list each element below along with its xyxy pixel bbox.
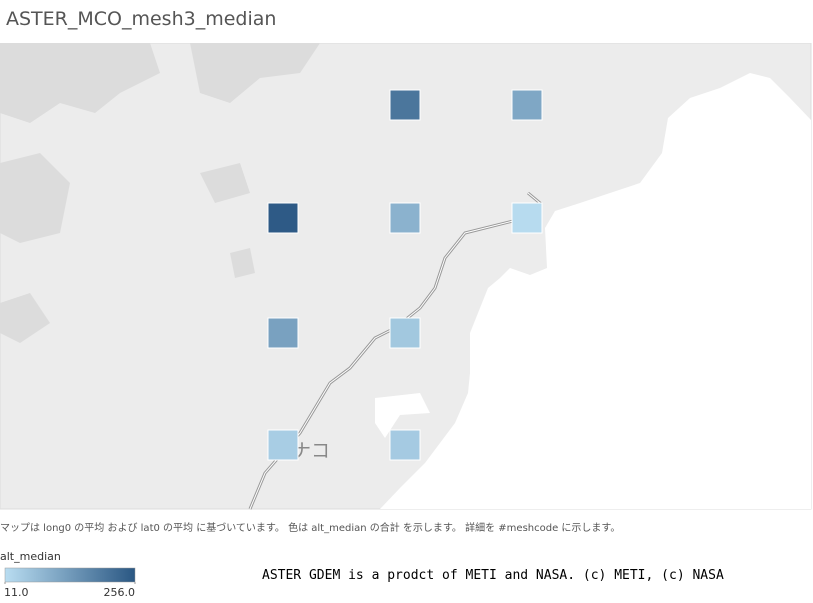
mesh-cell — [389, 429, 421, 461]
land-shading — [0, 43, 320, 343]
legend-ticks: 11.0 256.0 — [4, 582, 136, 599]
harbor — [375, 393, 430, 438]
mesh-cell — [389, 202, 421, 234]
map[interactable]: ナコ — [0, 43, 812, 510]
caption: マップは long0 の平均 および lat0 の平均 に基づいています。 色は… — [0, 523, 621, 534]
legend-max-label: 256.0 — [104, 586, 136, 599]
mesh-cell — [389, 317, 421, 349]
mesh-cell — [267, 317, 299, 349]
mesh-cell — [511, 202, 543, 234]
legend-gradient — [4, 567, 136, 583]
mesh-cell — [389, 89, 421, 121]
attribution: ASTER GDEM is a prodct of METI and NASA.… — [262, 568, 724, 583]
legend-title: alt_median — [0, 550, 61, 563]
mesh-cells — [267, 89, 543, 461]
mesh-cell — [267, 429, 299, 461]
sea — [380, 73, 811, 509]
mesh-cell — [511, 89, 543, 121]
mesh-cell — [267, 202, 299, 234]
sheet-title: ASTER_MCO_mesh3_median — [6, 8, 277, 30]
color-legend: alt_median 11.0 256.0 — [0, 550, 136, 599]
legend-min-label: 11.0 — [4, 586, 29, 599]
place-label: ナコ — [292, 440, 330, 462]
